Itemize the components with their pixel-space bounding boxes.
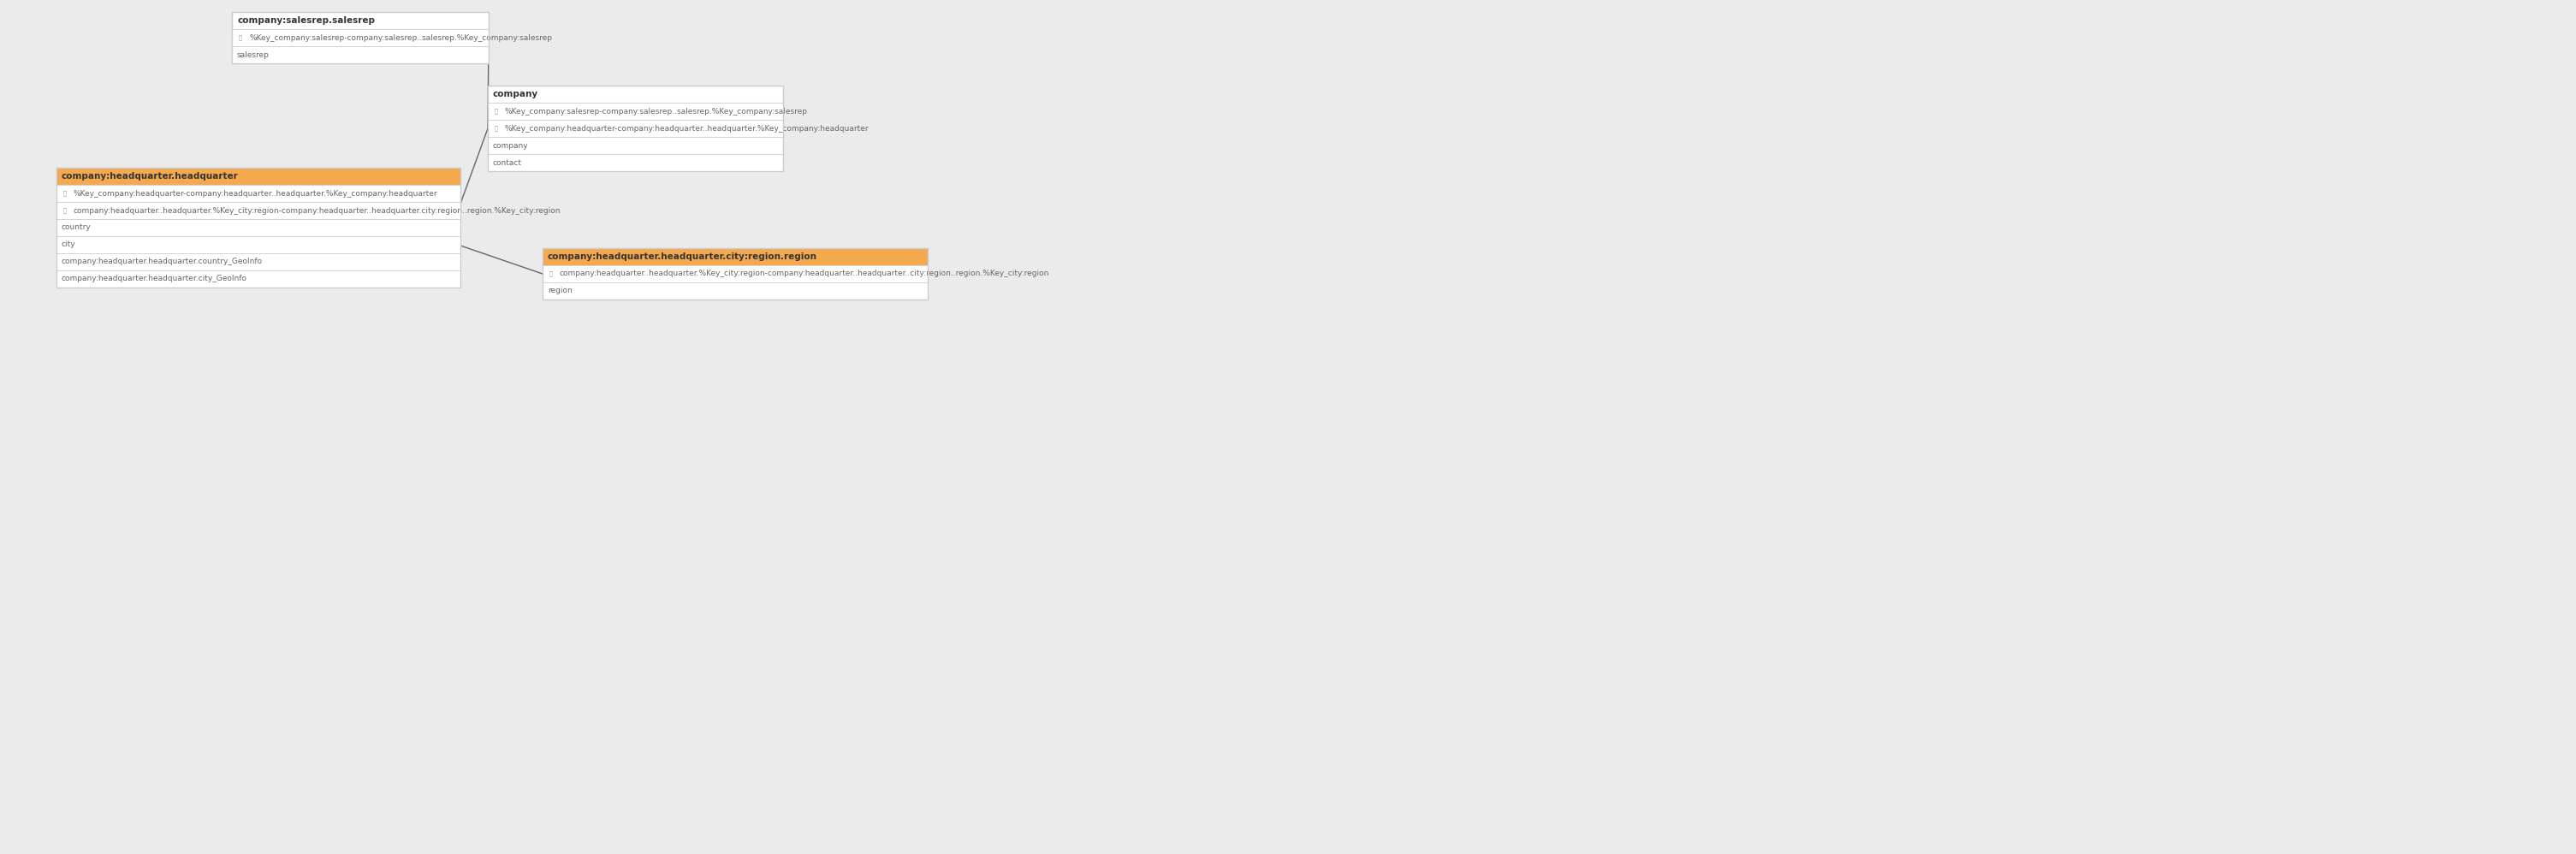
FancyBboxPatch shape — [232, 12, 489, 29]
FancyBboxPatch shape — [487, 154, 783, 171]
Text: salesrep: salesrep — [237, 51, 270, 59]
Text: 🔑: 🔑 — [240, 35, 242, 40]
FancyBboxPatch shape — [487, 85, 783, 102]
Text: 🔑: 🔑 — [495, 108, 497, 114]
FancyBboxPatch shape — [57, 202, 461, 219]
Text: 🔑: 🔑 — [549, 271, 554, 277]
FancyBboxPatch shape — [57, 219, 461, 237]
FancyBboxPatch shape — [544, 266, 927, 283]
FancyBboxPatch shape — [232, 46, 489, 63]
Text: company:headquarter..headquarter.%Key_city:region-company:headquarter..headquart: company:headquarter..headquarter.%Key_ci… — [75, 207, 562, 214]
Text: %Key_company:salesrep-company:salesrep..salesrep.%Key_company:salesrep: %Key_company:salesrep-company:salesrep..… — [250, 34, 551, 42]
FancyBboxPatch shape — [487, 102, 783, 120]
FancyBboxPatch shape — [487, 120, 783, 137]
Text: city: city — [62, 241, 75, 249]
FancyBboxPatch shape — [57, 254, 461, 271]
FancyBboxPatch shape — [232, 29, 489, 46]
FancyBboxPatch shape — [544, 249, 927, 266]
Text: company:headquarter..headquarter.%Key_city:region-company:headquarter..headquart: company:headquarter..headquarter.%Key_ci… — [559, 270, 1048, 278]
Text: 🔑: 🔑 — [495, 126, 497, 132]
Text: %Key_company:headquarter-company:headquarter..headquarter.%Key_company:headquart: %Key_company:headquarter-company:headqua… — [75, 190, 438, 197]
FancyBboxPatch shape — [57, 271, 461, 288]
Text: %Key_company:headquarter-company:headquarter..headquarter.%Key_company:headquart: %Key_company:headquarter-company:headqua… — [505, 125, 868, 132]
FancyBboxPatch shape — [544, 283, 927, 300]
Text: 🔑: 🔑 — [64, 208, 67, 214]
Text: contact: contact — [492, 159, 523, 167]
Text: company: company — [492, 90, 538, 98]
Text: company:headquarter.headquarter.country_GeoInfo: company:headquarter.headquarter.country_… — [62, 258, 263, 266]
Text: region: region — [549, 287, 572, 295]
FancyBboxPatch shape — [57, 184, 461, 202]
Text: 🔑: 🔑 — [64, 190, 67, 196]
Text: company:salesrep.salesrep: company:salesrep.salesrep — [237, 16, 376, 25]
FancyBboxPatch shape — [487, 137, 783, 154]
Text: company:headquarter.headquarter: company:headquarter.headquarter — [62, 172, 240, 180]
Text: company:headquarter.headquarter.city:region.region: company:headquarter.headquarter.city:reg… — [549, 253, 817, 261]
FancyBboxPatch shape — [57, 237, 461, 254]
FancyBboxPatch shape — [57, 167, 461, 184]
Text: %Key_company:salesrep-company:salesrep..salesrep.%Key_company:salesrep: %Key_company:salesrep-company:salesrep..… — [505, 108, 809, 115]
Text: company: company — [492, 142, 528, 149]
Text: country: country — [62, 224, 90, 231]
Text: company:headquarter.headquarter.city_GeoInfo: company:headquarter.headquarter.city_Geo… — [62, 275, 247, 283]
